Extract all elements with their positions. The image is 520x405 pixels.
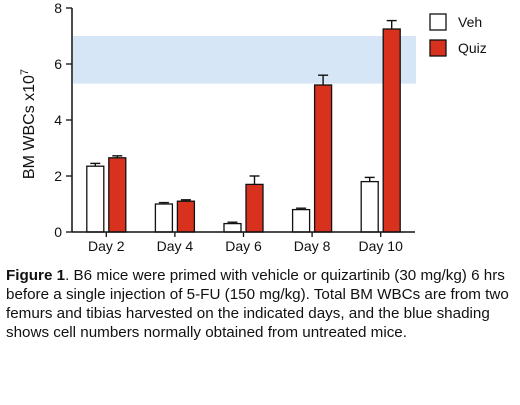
x-tick-label: Day 2 — [88, 238, 125, 254]
x-tick-label: Day 4 — [157, 238, 194, 254]
legend-label-quiz: Quiz — [458, 40, 487, 56]
x-tick-label: Day 8 — [294, 238, 331, 254]
bar-veh-day-6 — [223, 222, 242, 233]
bar-veh-day-10 — [360, 180, 379, 233]
bar-quiz-day-8 — [313, 84, 333, 233]
legend-label-veh: Veh — [458, 14, 482, 30]
bar-veh-day-2 — [86, 165, 105, 233]
x-tick-label: Day 6 — [225, 238, 262, 254]
legend-swatch-veh — [429, 13, 447, 31]
bar-quiz-day-4 — [176, 200, 196, 233]
caption-label: Figure 1 — [6, 267, 66, 284]
y-tick-label: 0 — [54, 224, 62, 240]
legend-swatch-quiz — [429, 39, 447, 57]
y-tick-label: 2 — [54, 168, 62, 184]
bar-quiz-day-6 — [245, 183, 264, 233]
caption-text: . B6 mice were primed with vehicle or qu… — [6, 267, 509, 341]
figure-caption: Figure 1. B6 mice were primed with vehic… — [6, 266, 514, 342]
bar-chart: Day 2 Day 4 Day 6 Day 8 Day 10 0 2 4 6 8 BM WBCs x… — [19, 0, 487, 254]
bar-veh-day-4 — [154, 203, 174, 233]
bar-quiz-day-10 — [382, 28, 401, 233]
bar-veh-day-8 — [291, 208, 311, 233]
y-tick-label: 8 — [54, 0, 62, 16]
y-tick-label: 4 — [54, 112, 62, 128]
y-tick-label: 6 — [54, 56, 62, 72]
normal-range-band — [73, 36, 416, 84]
bar-quiz-day-2 — [108, 157, 127, 233]
x-tick-label: Day 10 — [359, 238, 404, 254]
y-axis-label: BM WBCs x107 — [19, 69, 38, 179]
